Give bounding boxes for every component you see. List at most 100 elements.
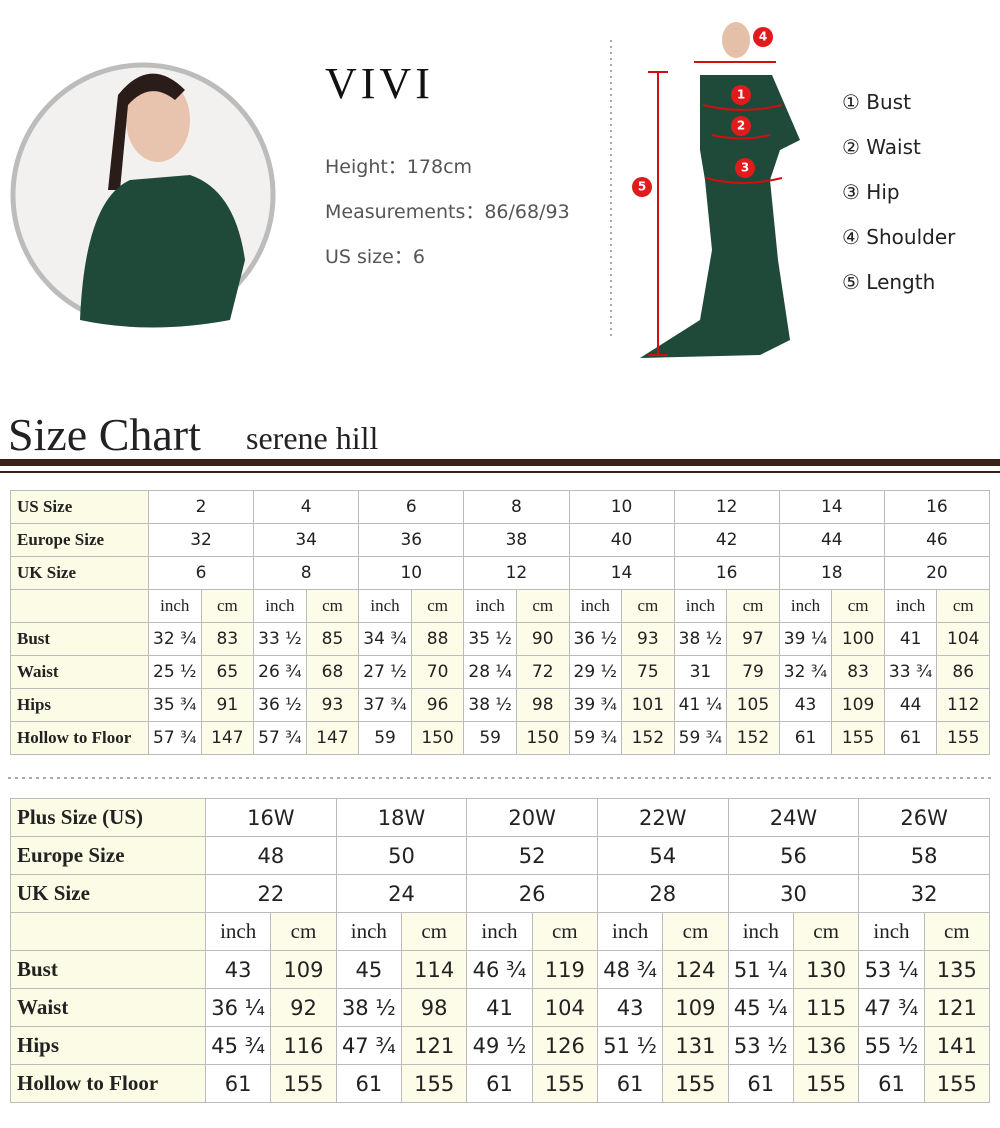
size-cell: 8 <box>253 556 360 590</box>
measure-cell: 39 ¾ <box>568 688 623 722</box>
row-label: Hollow to Floor <box>10 1064 206 1103</box>
measure-cell: 155 <box>400 1064 468 1103</box>
measure-cell: 150 <box>515 721 570 755</box>
figure-dress <box>640 75 800 358</box>
unit-cell: inch <box>463 589 517 623</box>
measure-cell: 150 <box>410 721 465 755</box>
size-cell: 10 <box>568 490 675 524</box>
measure-cell: 29 ½ <box>568 655 623 689</box>
unit-cell: cm <box>621 589 675 623</box>
model-measurements: Measurements：86/68/93 <box>325 201 570 223</box>
measure-cell: 112 <box>936 688 990 722</box>
blank-cell <box>10 912 206 951</box>
measure-cell: 88 <box>410 622 465 656</box>
size-cell: 18 <box>778 556 885 590</box>
heading-bar-thin <box>0 471 1000 473</box>
measure-cell: 25 ½ <box>148 655 202 689</box>
measure-cell: 92 <box>270 988 337 1027</box>
size-cell: 56 <box>727 836 860 875</box>
measure-cell: 152 <box>726 721 780 755</box>
size-cell: 26W <box>858 798 990 837</box>
size-cell: 34 <box>253 523 360 557</box>
size-cell: 10 <box>358 556 465 590</box>
model-name: VIVI <box>325 59 434 108</box>
measure-cell: 93 <box>621 622 675 656</box>
unit-cell: inch <box>148 589 202 623</box>
size-cell: 14 <box>568 556 675 590</box>
measure-row: Hollow to Floor 57 ¾ 147 57 ¾ 147 59 150 59 150 5… <box>10 721 990 755</box>
measure-cell: 38 ½ <box>463 688 517 722</box>
measure-cell: 65 <box>200 655 255 689</box>
measure-cell: 85 <box>305 622 360 656</box>
size-cell: 14 <box>778 490 885 524</box>
measure-cell: 41 <box>883 622 938 656</box>
size-cell: 2 <box>147 490 255 524</box>
size-cell: 38 <box>463 523 570 557</box>
unit-cell: inch <box>466 912 533 951</box>
measure-cell: 28 ¼ <box>463 655 517 689</box>
unit-cell: inch <box>596 912 664 951</box>
measure-cell: 124 <box>662 950 729 989</box>
measure-cell: 109 <box>662 988 729 1027</box>
measure-cell: 36 ½ <box>568 622 623 656</box>
measure-cell: 47 ¾ <box>858 988 925 1027</box>
measure-cell: 93 <box>305 688 360 722</box>
size-cell: 24 <box>335 874 468 913</box>
unit-cell: cm <box>792 912 860 951</box>
measure-cell: 121 <box>400 1026 468 1065</box>
size-cell: 24W <box>727 798 860 837</box>
legend-item: ② Waist <box>842 135 921 159</box>
size-row: Europe Size 48 50 52 54 56 58 <box>10 836 990 875</box>
size-cell: 42 <box>673 523 780 557</box>
measure-cell: 109 <box>831 688 885 722</box>
unit-cell: cm <box>936 589 990 623</box>
size-cell: 58 <box>858 836 990 875</box>
row-label: Waist <box>10 655 149 689</box>
measure-cell: 86 <box>936 655 990 689</box>
measure-cell: 114 <box>400 950 468 989</box>
unit-cell: inch <box>568 589 623 623</box>
measure-cell: 135 <box>923 950 991 989</box>
measure-cell: 116 <box>270 1026 337 1065</box>
size-row: US Size 2 4 6 8 10 12 14 16 <box>10 490 991 524</box>
measure-cell: 147 <box>200 721 255 755</box>
size-row: UK Size 22 24 26 28 30 32 <box>10 874 990 913</box>
size-cell: 20 <box>883 556 991 590</box>
measure-cell: 155 <box>270 1064 337 1103</box>
measure-cell: 45 <box>335 950 402 989</box>
row-label: US Size <box>10 490 149 524</box>
size-cell: 32 <box>147 523 255 557</box>
measure-cell: 83 <box>831 655 885 689</box>
measure-cell: 51 ¼ <box>727 950 794 989</box>
size-row: Europe Size 32 34 36 38 40 42 44 46 <box>10 523 991 557</box>
legend-item: ⑤ Length <box>842 270 936 294</box>
measure-cell: 61 <box>778 721 833 755</box>
size-cell: 50 <box>335 836 468 875</box>
row-label: Hips <box>10 1026 206 1065</box>
measure-cell: 49 ½ <box>466 1026 533 1065</box>
size-cell: 12 <box>463 556 570 590</box>
unit-row: inch cm inch cm inch cm inch cm inch cm inch cm <box>10 912 991 951</box>
size-cell: 32 <box>858 874 990 913</box>
heading-subtitle: serene hill <box>246 420 379 456</box>
size-table: US Size 2 4 6 8 10 12 14 16 Europe Size 32 34 36 38 40… <box>10 490 991 755</box>
measure-cell: 32 ¾ <box>148 622 202 656</box>
size-cell: 12 <box>673 490 780 524</box>
size-cell: 4 <box>253 490 360 524</box>
measure-cell: 126 <box>531 1026 598 1065</box>
blank-cell <box>10 589 149 623</box>
measure-cell: 104 <box>936 622 990 656</box>
measure-cell: 68 <box>305 655 360 689</box>
size-cell: 54 <box>596 836 729 875</box>
row-label: Europe Size <box>10 836 206 875</box>
measure-cell: 61 <box>466 1064 533 1103</box>
measure-cell: 100 <box>831 622 885 656</box>
legend-item: ① Bust <box>842 90 911 114</box>
measure-cell: 109 <box>270 950 337 989</box>
unit-cell: inch <box>358 589 412 623</box>
unit-cell: cm <box>831 589 885 623</box>
row-label: Plus Size (US) <box>10 798 206 837</box>
measure-row: Hollow to Floor 61 155 61 155 61 155 61 155 61 155… <box>10 1064 991 1103</box>
